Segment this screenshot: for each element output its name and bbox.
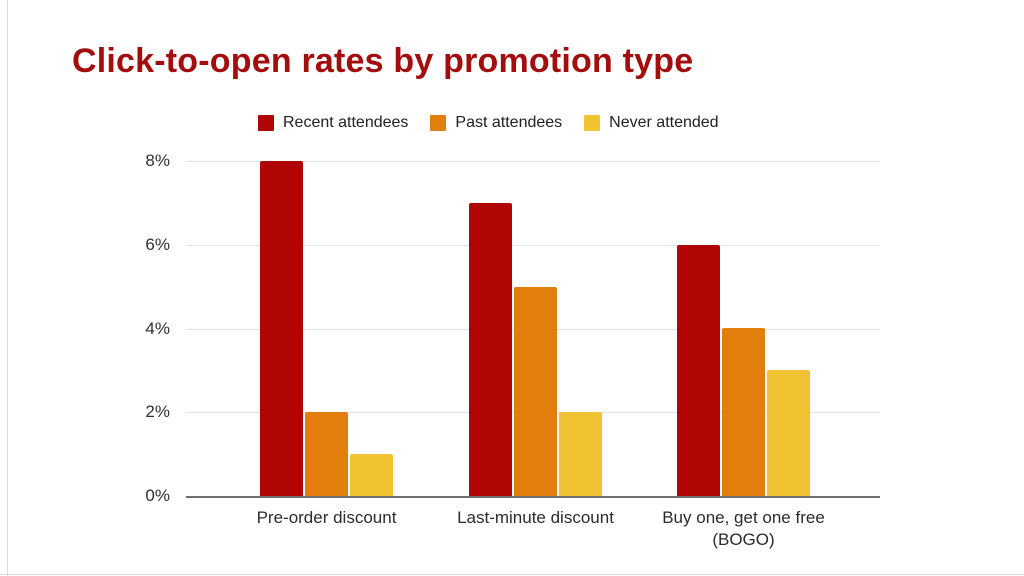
bar-series2-cat0: [350, 454, 393, 496]
bar-series2-cat2: [767, 370, 810, 496]
y-axis-ticks: 0% 2% 4% 6% 8%: [130, 151, 176, 505]
x-axis-labels: Pre-order discount Last-minute discount Bu…: [186, 507, 880, 567]
bar-series0-cat1: [469, 203, 512, 496]
y-tick-label-8pct: 8%: [145, 151, 170, 170]
slide-title[interactable]: Click-to-open rates by promotion type: [72, 42, 694, 80]
gridline-6pct: [186, 244, 880, 246]
gridline-8pct: [186, 161, 880, 162]
bar-group-0: [260, 161, 393, 496]
bar-series1-cat1: [514, 287, 557, 496]
y-tick-label-6pct: 6%: [145, 234, 170, 254]
legend-label: Past attendees: [455, 114, 563, 131]
bar-group-1: [469, 203, 602, 496]
legend-item-1: Past attendees: [430, 114, 562, 132]
legend-label: Never attended: [609, 114, 719, 131]
bar-group-2: [677, 245, 810, 496]
chart-legend: Recent attendees Past attendees Never atte…: [258, 114, 719, 132]
x-axis-label-0: Pre-order discount: [256, 508, 397, 527]
y-tick-label-4pct: 4%: [145, 318, 170, 338]
legend-swatch-icon: [430, 115, 447, 131]
slide-left-edge: [7, 0, 8, 576]
bar-series0-cat2: [677, 245, 720, 496]
bar-series2-cat1: [559, 412, 602, 496]
legend-item-2: Never attended: [584, 114, 719, 132]
chart-plot-area[interactable]: [186, 161, 880, 498]
legend-item-0: Recent attendees: [258, 114, 408, 132]
bar-series0-cat0: [260, 161, 303, 496]
legend-label: Recent attendees: [283, 114, 409, 131]
x-axis-label-2: Buy one, get one free (BOGO): [662, 508, 825, 549]
y-tick-label-2pct: 2%: [145, 402, 170, 422]
legend-swatch-icon: [258, 115, 274, 131]
legend-swatch-icon: [584, 115, 601, 131]
bar-series1-cat0: [305, 412, 348, 496]
slide-bottom-edge: [0, 574, 1024, 575]
bar-series1-cat2: [722, 328, 765, 496]
y-tick-label-0pct: 0%: [145, 486, 170, 505]
x-axis-label-1: Last-minute discount: [457, 508, 614, 527]
